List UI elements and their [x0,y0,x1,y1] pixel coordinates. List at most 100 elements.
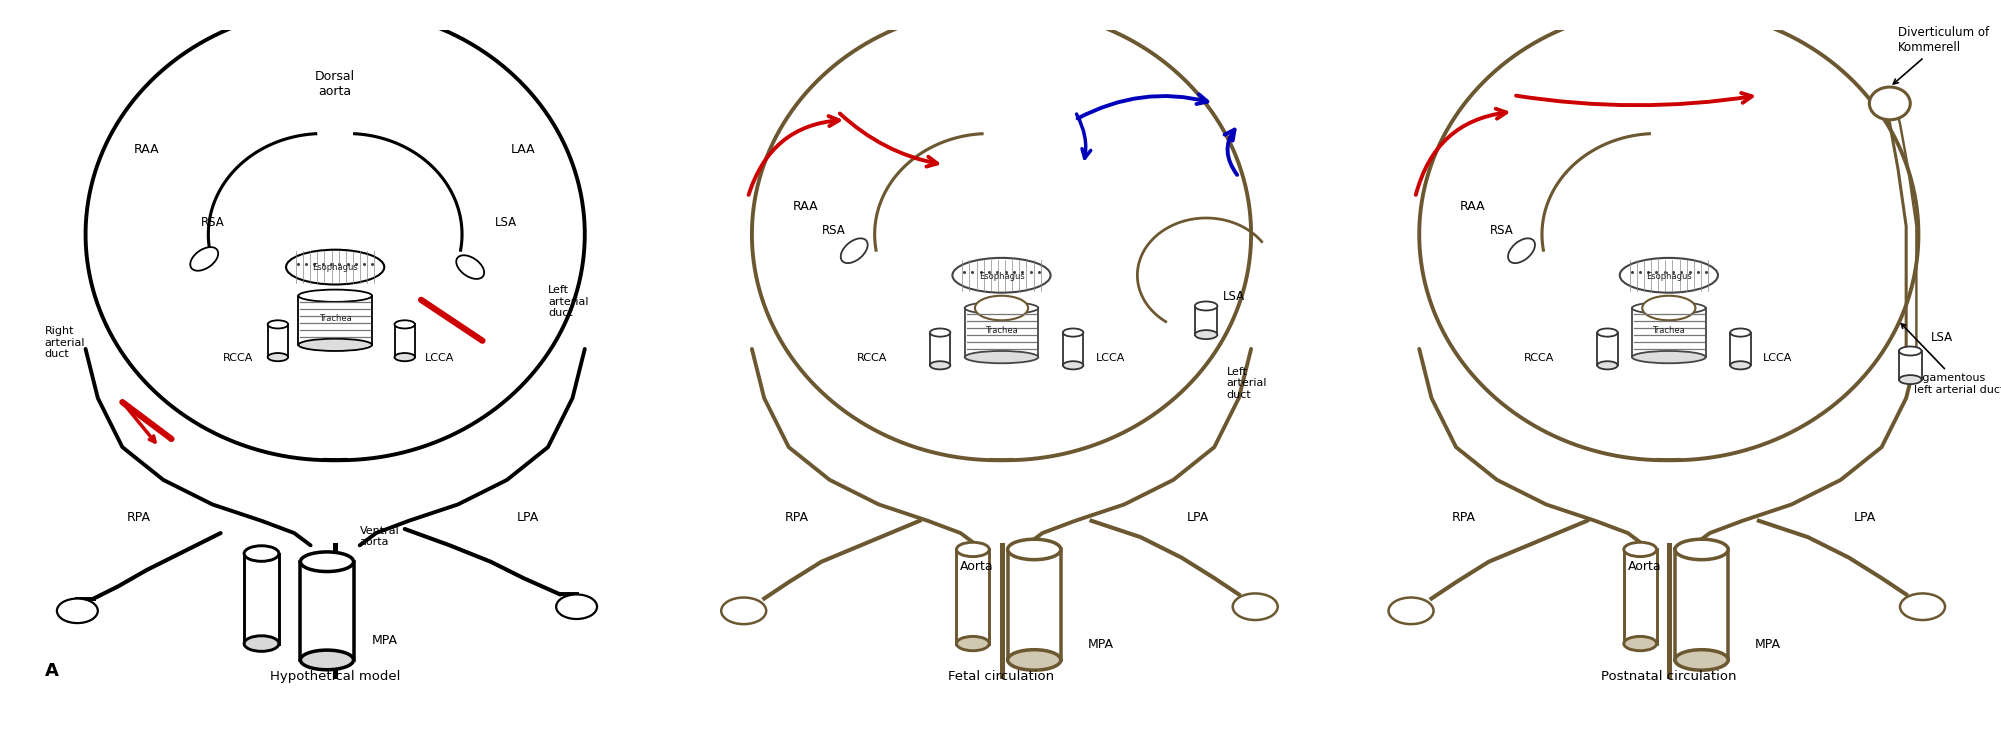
Text: MPA: MPA [1087,638,1113,651]
Text: Ligamentous
left arterial duct: Ligamentous left arterial duct [1901,324,2001,395]
Ellipse shape [964,302,1039,314]
Text: LSA: LSA [1223,290,1245,303]
Text: RCCA: RCCA [856,353,886,363]
Ellipse shape [556,594,596,619]
Text: Fetal circulation: Fetal circulation [948,670,1055,684]
Ellipse shape [1597,329,1617,336]
Ellipse shape [720,597,766,624]
Ellipse shape [1625,542,1657,557]
Ellipse shape [298,339,372,351]
Ellipse shape [1063,329,1083,336]
Ellipse shape [394,353,414,361]
Ellipse shape [1509,238,1535,263]
Text: LPA: LPA [516,511,538,524]
Text: Aorta: Aorta [960,560,994,573]
Text: Trachea: Trachea [1653,326,1685,335]
Bar [1195,306,1217,335]
Ellipse shape [244,636,278,651]
Text: LSA: LSA [1931,331,1953,344]
Bar [1625,549,1657,644]
Ellipse shape [930,361,950,369]
Ellipse shape [1233,594,1279,620]
Ellipse shape [840,238,868,263]
Text: RAA: RAA [792,200,818,213]
Ellipse shape [1063,361,1083,369]
Text: Trachea: Trachea [984,326,1019,335]
Text: RSA: RSA [1489,225,1513,237]
Ellipse shape [300,650,354,670]
Ellipse shape [1195,301,1217,310]
Text: LPA: LPA [1187,511,1209,524]
Ellipse shape [1643,295,1695,320]
Text: LCCA: LCCA [424,353,454,363]
Text: RSA: RSA [200,217,224,229]
Bar [1063,333,1083,365]
Ellipse shape [1731,329,1751,336]
Bar [1597,333,1617,365]
Ellipse shape [190,247,218,271]
Bar [268,324,288,357]
Ellipse shape [956,636,988,651]
Ellipse shape [1597,361,1617,369]
Ellipse shape [268,353,288,361]
Ellipse shape [1675,650,1729,670]
Text: RCCA: RCCA [1525,353,1555,363]
Text: RPA: RPA [1453,511,1477,524]
Text: Esophagus: Esophagus [1647,272,1691,280]
Bar [964,308,1039,357]
Ellipse shape [394,320,414,329]
Text: LAA: LAA [510,143,536,155]
Ellipse shape [1901,594,1945,620]
Bar [244,554,278,644]
Text: Trachea: Trachea [318,314,352,323]
Bar [1899,351,1921,379]
Text: RPA: RPA [784,511,808,524]
Bar [298,295,372,344]
Text: Left
arterial
duct: Left arterial duct [548,285,588,318]
Ellipse shape [964,351,1039,363]
Ellipse shape [300,552,354,571]
Ellipse shape [286,250,384,284]
Bar [300,562,354,660]
Ellipse shape [1633,302,1705,314]
Text: MPA: MPA [372,634,398,647]
Text: Right
arterial
duct: Right arterial duct [44,326,86,359]
Ellipse shape [1389,597,1433,624]
Text: RPA: RPA [126,511,150,524]
Ellipse shape [1731,361,1751,369]
Ellipse shape [930,329,950,336]
Text: Esophagus: Esophagus [312,263,358,272]
Text: Ventral
aorta: Ventral aorta [360,526,400,548]
Text: Aorta: Aorta [1627,560,1661,573]
Text: Esophagus: Esophagus [978,272,1025,280]
Text: Postnatal circulation: Postnatal circulation [1601,670,1737,684]
Ellipse shape [1899,347,1921,356]
Ellipse shape [1009,650,1061,670]
Text: LPA: LPA [1855,511,1877,524]
Ellipse shape [244,546,278,561]
Text: A: A [44,662,58,680]
Text: LCCA: LCCA [1097,353,1125,363]
Text: Dorsal
aorta: Dorsal aorta [314,70,356,98]
Text: Left
arterial
duct: Left arterial duct [1227,367,1267,400]
Text: Hypothetical model: Hypothetical model [270,670,400,684]
Ellipse shape [1625,636,1657,651]
Ellipse shape [956,542,988,557]
Text: RAA: RAA [134,143,160,155]
Ellipse shape [456,255,484,279]
Bar [1731,333,1751,365]
Ellipse shape [1633,351,1705,363]
Bar [1633,308,1705,357]
Ellipse shape [56,598,98,623]
Ellipse shape [298,289,372,302]
Ellipse shape [1619,258,1719,292]
Text: RAA: RAA [1459,200,1485,213]
Ellipse shape [1675,539,1729,559]
Ellipse shape [952,258,1051,292]
Bar [930,333,950,365]
Ellipse shape [1009,539,1061,559]
Bar [956,549,988,644]
Ellipse shape [974,295,1029,320]
Bar [1009,549,1061,660]
Ellipse shape [1869,87,1911,120]
